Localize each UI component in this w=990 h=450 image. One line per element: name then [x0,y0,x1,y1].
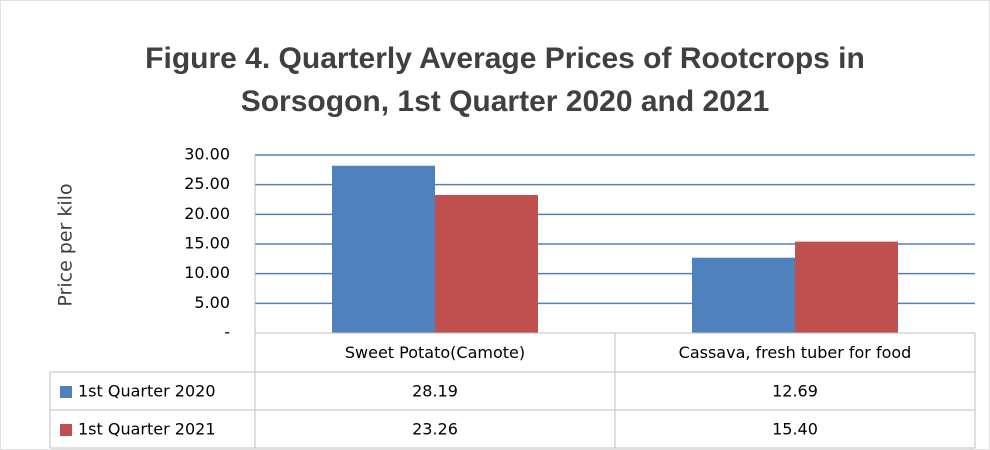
y-tick-label: 25.00 [184,174,230,193]
data-table-value: 23.26 [412,420,458,439]
y-tick-label: 10.00 [184,263,230,282]
legend-label: 1st Quarter 2020 [78,382,216,401]
bar [795,241,898,333]
x-tick-label: Sweet Potato(Camote) [345,343,525,362]
legend-swatch [60,386,72,398]
data-table-value: 12.69 [772,382,818,401]
data-table-value: 28.19 [412,382,458,401]
y-tick-label: 5.00 [194,293,230,312]
data-table-value: 15.40 [772,420,818,439]
y-tick-label: 15.00 [184,234,230,253]
y-axis-label: Price per kilo [55,183,77,306]
y-tick-label: - [224,323,230,342]
legend-label: 1st Quarter 2021 [78,420,216,439]
bar [692,257,795,333]
x-tick-label: Cassava, fresh tuber for food [679,343,912,362]
legend-swatch [60,424,72,436]
bar [332,165,435,333]
y-tick-label: 30.00 [184,145,230,164]
chart-title: Figure 4. Quarterly Average Prices of Ro… [145,42,865,75]
chart-title: Sorsogon, 1st Quarter 2020 and 2021 [241,85,770,118]
bar [435,194,538,333]
y-tick-label: 20.00 [184,204,230,223]
